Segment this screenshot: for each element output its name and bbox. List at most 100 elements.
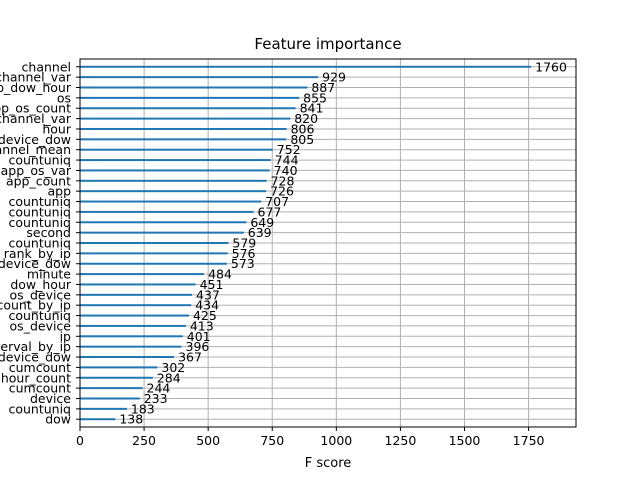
x-tick-label: 1000 [320, 433, 352, 448]
data-label: 649 [250, 215, 274, 230]
y-tick-label: count_by_ip [0, 298, 71, 313]
data-label: 367 [178, 350, 202, 365]
data-label: 437 [196, 287, 220, 302]
y-tick-label: app_dow_hour [0, 80, 72, 95]
y-tick-label: device_dow [0, 132, 71, 147]
y-tick-label: os_device [10, 318, 72, 333]
x-tick-label: 250 [132, 433, 156, 448]
y-tick-label: channel_var [0, 70, 72, 85]
data-label: 413 [190, 318, 214, 333]
bar [80, 376, 153, 379]
y-tick-label: device [30, 391, 71, 406]
x-tick-label: 1500 [449, 433, 481, 448]
y-tick-label: interval_by_ip [0, 339, 71, 354]
bar [80, 397, 140, 400]
data-label: 805 [290, 132, 314, 147]
bars [80, 65, 532, 421]
data-label: 744 [275, 153, 299, 168]
y-tick-label: second [26, 225, 71, 240]
data-label: 855 [303, 90, 327, 105]
y-tick-label: countuniq [8, 153, 71, 168]
data-label: 573 [231, 256, 255, 271]
y-tick-label: dow [45, 412, 71, 427]
x-tick-label: 1250 [385, 433, 417, 448]
data-label: 484 [208, 267, 232, 282]
y-tick-label: os_device [10, 287, 72, 302]
y-tick-label: channel_mean [0, 142, 71, 157]
bar [80, 387, 143, 390]
y-tick-label: device_dow [0, 256, 71, 271]
x-tick-label: 1750 [513, 433, 545, 448]
bar [80, 252, 228, 255]
chart-title: Feature importance [254, 35, 401, 53]
bar [80, 96, 300, 99]
y-tick-label: app [47, 184, 71, 199]
data-label: 677 [258, 204, 282, 219]
data-label: 752 [277, 142, 301, 157]
y-tick-label: countuniq [8, 194, 71, 209]
bar [80, 221, 247, 224]
data-label: 841 [300, 101, 324, 116]
bar [80, 314, 189, 317]
y-tick-label: os [57, 90, 71, 105]
y-tick-label: countuniq [8, 204, 71, 219]
y-tick-label: cumcount [9, 381, 71, 396]
y-tick-label: app_count [6, 173, 71, 188]
bar [80, 335, 183, 338]
y-tick-label: countuniq [8, 236, 71, 251]
data-label: 579 [232, 236, 256, 251]
bar [80, 231, 244, 234]
y-tick-label: app_os_count [0, 101, 71, 116]
y-tick-label: device_dow [0, 350, 71, 365]
x-tick-label: 500 [196, 433, 220, 448]
data-label: 728 [271, 173, 295, 188]
data-label: 451 [200, 277, 224, 292]
data-label: 302 [161, 360, 185, 375]
x-tick-label: 0 [76, 433, 84, 448]
bar [80, 273, 205, 276]
data-label: 726 [270, 184, 294, 199]
y-tick-label: rank_by_ip [4, 246, 71, 261]
data-label: 929 [322, 70, 346, 85]
y-tick-label: hour_count [1, 370, 71, 385]
data-label: 639 [248, 225, 272, 240]
data-label: 820 [294, 111, 318, 126]
data-label: 806 [291, 121, 315, 136]
data-label: 887 [311, 80, 335, 95]
data-label: 138 [119, 412, 143, 427]
bar [80, 169, 270, 172]
y-tick-label: countuniq [8, 215, 71, 230]
bar [80, 293, 193, 296]
data-labels: 1760 929887855841820806805752744740728726… [119, 59, 567, 426]
y-tick-label: hour [42, 121, 71, 136]
bar [80, 324, 186, 327]
x-axis-ticks: 0 250 500 750 1000 1250 1500 1750 [76, 427, 545, 448]
data-label: 707 [265, 194, 289, 209]
bar [80, 262, 227, 265]
bar [80, 107, 296, 110]
data-label: 396 [186, 339, 210, 354]
bar [80, 366, 158, 369]
bar [80, 210, 254, 213]
data-label: 244 [147, 381, 171, 396]
y-tick-label: cumcount [9, 360, 71, 375]
y-tick-label: countuniq [8, 401, 71, 416]
data-label: 576 [232, 246, 256, 261]
data-label: 183 [131, 401, 155, 416]
data-label: 233 [144, 391, 168, 406]
data-label: 1760 [535, 59, 567, 74]
x-axis-label: F score [305, 456, 352, 471]
bar [80, 242, 229, 244]
x-tick-label: 750 [260, 433, 284, 448]
bar [80, 407, 127, 410]
data-label: 425 [193, 308, 217, 323]
y-tick-label: countuniq [8, 308, 71, 323]
bar [80, 356, 175, 359]
bar [80, 127, 287, 130]
bar [80, 304, 192, 307]
data-label: 434 [195, 298, 219, 313]
bar [80, 117, 291, 120]
y-tick-label: minute [27, 267, 71, 282]
bar [80, 418, 116, 421]
y-tick-label: channel [22, 59, 71, 74]
